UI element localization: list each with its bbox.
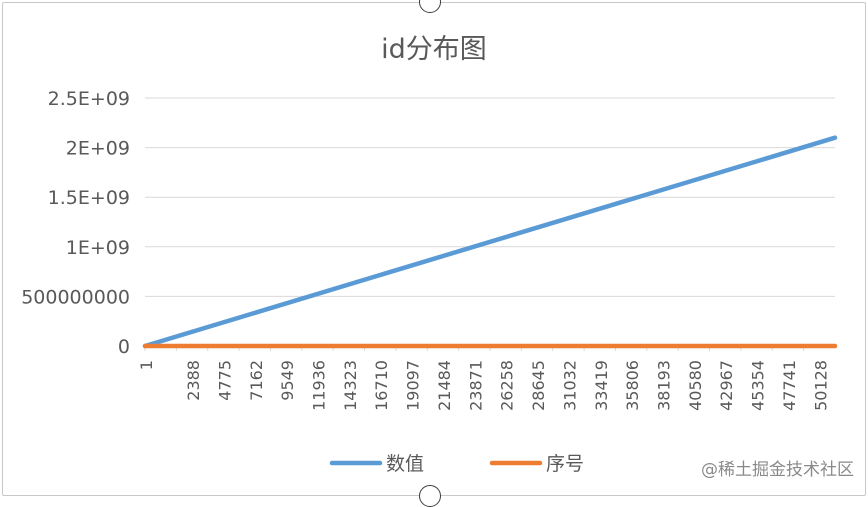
x-tick-label: 33419: [592, 360, 611, 411]
legend-label: 数值: [386, 453, 424, 475]
x-tick-label: 23871: [466, 360, 485, 411]
x-tick-label: 40580: [686, 360, 705, 411]
x-tick-label: 14323: [341, 360, 360, 411]
legend-label: 序号: [546, 453, 584, 475]
y-tick-label: 0: [118, 336, 130, 358]
x-tick-label: 31032: [560, 360, 579, 411]
x-tick-label: 1: [137, 360, 156, 370]
series-line: [145, 138, 835, 346]
chart-title: id分布图: [381, 34, 487, 65]
x-tick-label: 16710: [372, 360, 391, 411]
x-tick-label: 38193: [655, 360, 674, 411]
x-tick-label: 19097: [404, 360, 423, 411]
x-tick-label: 9549: [278, 360, 297, 401]
x-tick-label: 4775: [215, 360, 234, 401]
x-tick-label: 50128: [811, 360, 830, 411]
x-tick-labels: 1 2388 4775 7162 9549 11936 14323 16710 19097 214…: [137, 346, 830, 411]
legend: 数值 序号: [332, 453, 584, 475]
y-tick-label: 1.5E+09: [48, 187, 130, 209]
y-tick-label: 500000000: [21, 286, 130, 308]
x-tick-label: 47741: [780, 360, 799, 411]
x-tick-label: 21484: [435, 360, 454, 411]
series-lines: [145, 138, 835, 346]
x-tick-label: 7162: [247, 360, 266, 401]
x-tick-label: 35806: [623, 360, 642, 411]
x-tick-label: 2388: [184, 360, 203, 401]
y-tick-label: 1E+09: [66, 237, 130, 259]
watermark: @稀土掘金技术社区: [701, 455, 854, 480]
y-tick-label: 2E+09: [66, 138, 130, 160]
x-tick-label: 45354: [749, 360, 768, 411]
x-tick-label: 26258: [498, 360, 517, 411]
x-tick-label: 42967: [717, 360, 736, 411]
x-tick-label: 11936: [310, 360, 329, 411]
y-tick-labels: 0 500000000 1E+09 1.5E+09 2E+09 2.5E+09: [21, 88, 130, 358]
x-tick-label: 28645: [529, 360, 548, 411]
y-tick-label: 2.5E+09: [48, 88, 130, 110]
grid-lines: [145, 98, 835, 346]
